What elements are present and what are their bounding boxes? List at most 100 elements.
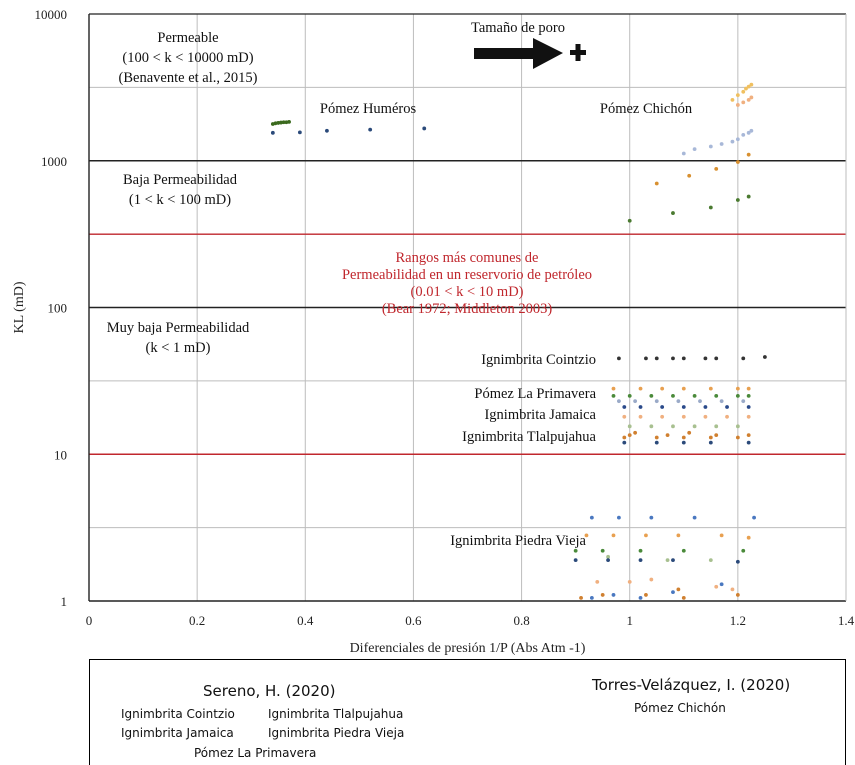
data-point bbox=[749, 95, 754, 100]
data-point bbox=[611, 386, 616, 391]
data-point bbox=[638, 405, 643, 409]
x-tick-label: 1 bbox=[626, 613, 633, 628]
pore-size-arrow bbox=[474, 38, 563, 69]
arrow-label: Tamaño de poro bbox=[471, 20, 565, 36]
data-point bbox=[692, 147, 697, 152]
zone-label-line: (Bear 1972; Middleton 2003) bbox=[382, 301, 553, 317]
data-point bbox=[746, 440, 751, 445]
data-point bbox=[708, 205, 713, 210]
data-point bbox=[714, 166, 719, 171]
series-label: Pómez La Primavera bbox=[474, 386, 596, 402]
data-point bbox=[749, 82, 754, 87]
data-point bbox=[735, 160, 740, 164]
data-point bbox=[627, 433, 632, 438]
data-point bbox=[617, 356, 621, 361]
data-point bbox=[741, 100, 746, 105]
x-axis-title: Diferenciales de presión 1/P (Abs Atm -1… bbox=[350, 641, 586, 656]
data-point bbox=[281, 120, 286, 125]
data-point bbox=[660, 405, 665, 409]
data-point bbox=[649, 577, 654, 582]
data-point bbox=[606, 558, 610, 562]
data-point bbox=[584, 533, 589, 538]
data-point bbox=[687, 173, 692, 178]
data-point bbox=[681, 595, 686, 600]
series-label: Ignimbrita Piedra Vieja bbox=[450, 533, 586, 549]
data-point bbox=[746, 194, 751, 199]
data-point bbox=[681, 386, 686, 391]
data-point bbox=[627, 579, 632, 584]
data-point bbox=[654, 181, 659, 186]
data-point bbox=[708, 440, 713, 445]
data-point bbox=[719, 142, 724, 146]
data-point bbox=[746, 405, 751, 409]
legend-item-jamaica: Ignimbrita Jamaica bbox=[121, 726, 234, 740]
data-point bbox=[600, 593, 605, 597]
y-tick-label: 100 bbox=[48, 301, 68, 316]
data-point bbox=[708, 144, 713, 149]
data-point bbox=[644, 593, 648, 597]
data-point bbox=[703, 405, 708, 409]
data-point bbox=[589, 595, 594, 600]
zone-label-line: Permeabilidad en un reservorio de petról… bbox=[342, 267, 592, 283]
data-point bbox=[422, 126, 427, 131]
data-point bbox=[749, 128, 754, 133]
data-point bbox=[573, 548, 578, 553]
data-point bbox=[746, 393, 751, 398]
data-point bbox=[746, 97, 751, 102]
data-point bbox=[741, 356, 746, 361]
data-point bbox=[287, 119, 291, 124]
data-point bbox=[633, 430, 638, 435]
data-point bbox=[671, 558, 675, 562]
zone-label-line: Permeable bbox=[157, 30, 218, 46]
data-point bbox=[622, 435, 627, 440]
x-tick-label: 0.4 bbox=[297, 613, 314, 628]
data-point bbox=[681, 151, 686, 156]
data-point bbox=[735, 198, 740, 202]
data-point bbox=[627, 424, 632, 429]
data-point bbox=[644, 533, 648, 538]
data-point bbox=[714, 584, 719, 589]
zone-label-line: Rangos más comunes de bbox=[396, 250, 539, 266]
data-point bbox=[622, 440, 627, 445]
data-point bbox=[708, 435, 713, 440]
data-point bbox=[719, 533, 724, 538]
data-point bbox=[595, 579, 600, 584]
y-axis-title: KL (mD) bbox=[12, 281, 27, 333]
data-point bbox=[746, 386, 751, 391]
x-tick-label: 0.6 bbox=[405, 613, 422, 628]
data-point bbox=[725, 414, 729, 419]
legend-item-primavera: Pómez La Primavera bbox=[194, 746, 317, 760]
data-point bbox=[703, 414, 708, 419]
data-point bbox=[687, 430, 692, 435]
y-tick-label: 10000 bbox=[35, 7, 68, 22]
series-label: Ignimbrita Tlalpujahua bbox=[462, 429, 596, 445]
zone-label-line: Muy baja Permeabilidad bbox=[107, 320, 250, 336]
data-point bbox=[606, 554, 610, 559]
data-point bbox=[752, 515, 756, 520]
data-point bbox=[714, 424, 719, 429]
data-point bbox=[589, 515, 594, 520]
data-point bbox=[649, 515, 654, 520]
data-point bbox=[730, 97, 735, 102]
plus-sign-v bbox=[575, 44, 581, 61]
data-point bbox=[654, 399, 659, 404]
data-point bbox=[638, 558, 643, 562]
x-tick-label: 0.8 bbox=[513, 613, 529, 628]
y-tick-label: 1 bbox=[61, 594, 68, 609]
data-point bbox=[627, 218, 632, 223]
data-point bbox=[665, 433, 670, 438]
x-tick-label: 0.2 bbox=[189, 613, 205, 628]
data-point bbox=[681, 440, 686, 445]
data-point bbox=[638, 595, 643, 600]
data-point bbox=[725, 405, 729, 409]
data-point bbox=[714, 393, 719, 398]
data-point bbox=[660, 414, 665, 419]
data-point bbox=[746, 130, 751, 135]
data-point bbox=[681, 435, 686, 440]
data-point bbox=[708, 558, 713, 562]
data-point bbox=[611, 593, 616, 597]
data-point bbox=[746, 433, 751, 438]
data-point bbox=[638, 414, 643, 419]
data-point bbox=[741, 548, 746, 553]
data-point bbox=[681, 405, 686, 409]
